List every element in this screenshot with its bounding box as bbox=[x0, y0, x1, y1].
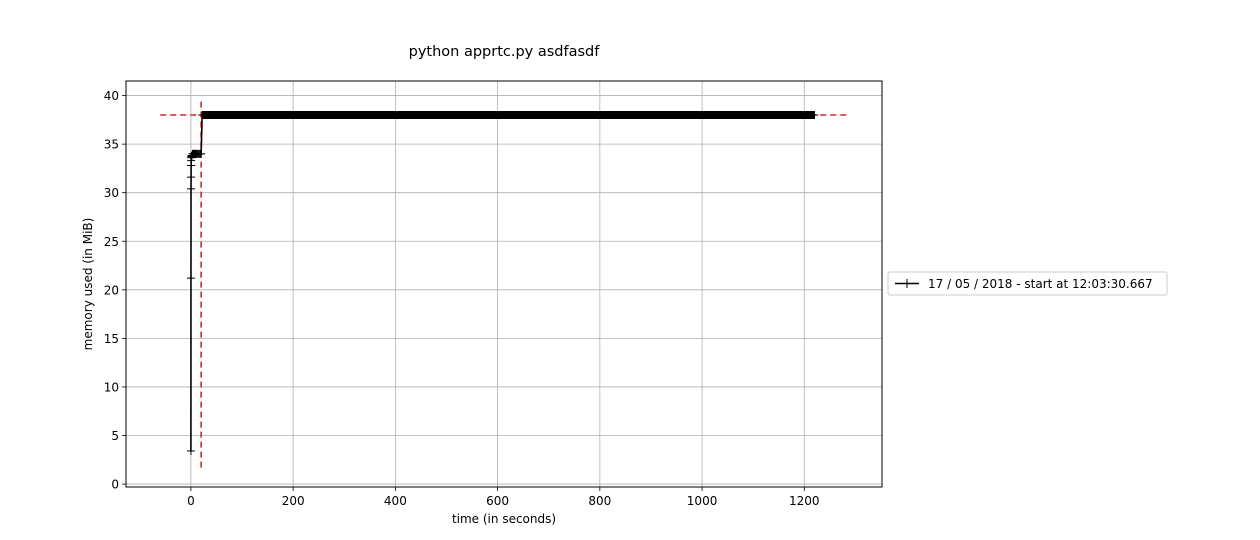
series-line bbox=[190, 114, 815, 452]
y-tick-label: 10 bbox=[104, 380, 119, 394]
chart-title: python apprtc.py asdfasdf bbox=[409, 44, 601, 60]
reference-lines bbox=[160, 99, 847, 468]
x-axis-label: time (in seconds) bbox=[452, 512, 556, 526]
x-tick-label: 1200 bbox=[789, 494, 820, 508]
y-tick-label: 30 bbox=[104, 186, 119, 200]
x-axis: 0 200 400 600 800 1000 1200 bbox=[187, 487, 820, 508]
y-tick-label: 20 bbox=[104, 283, 119, 297]
y-axis: 0 5 10 15 20 25 30 35 40 bbox=[104, 89, 126, 492]
data-point bbox=[187, 184, 196, 193]
data-point bbox=[187, 173, 196, 182]
series-layer bbox=[186, 110, 819, 456]
y-axis-label: memory used (in MiB) bbox=[81, 218, 95, 351]
x-tick-label: 200 bbox=[282, 494, 305, 508]
y-tick-label: 15 bbox=[104, 332, 119, 346]
y-tick-label: 5 bbox=[111, 429, 119, 443]
grid bbox=[126, 81, 882, 487]
legend: 17 / 05 / 2018 - start at 12:03:30.667 bbox=[887, 271, 1168, 296]
plot-frame bbox=[125, 80, 883, 488]
legend-box bbox=[887, 271, 1168, 296]
x-tick-label: 800 bbox=[588, 494, 611, 508]
x-tick-label: 600 bbox=[486, 494, 509, 508]
y-tick-label: 25 bbox=[104, 235, 119, 249]
x-tick-label: 0 bbox=[187, 494, 195, 508]
y-tick-label: 40 bbox=[104, 89, 119, 103]
data-point bbox=[197, 149, 206, 158]
y-tick-label: 35 bbox=[104, 138, 119, 152]
y-tick-label: 0 bbox=[111, 478, 119, 492]
legend-series-label: 17 / 05 / 2018 - start at 12:03:30.667 bbox=[928, 277, 1153, 291]
x-tick-label: 1000 bbox=[687, 494, 718, 508]
data-point bbox=[186, 274, 195, 283]
data-point bbox=[186, 447, 195, 456]
legend-marker bbox=[902, 279, 912, 288]
x-tick-label: 400 bbox=[384, 494, 407, 508]
